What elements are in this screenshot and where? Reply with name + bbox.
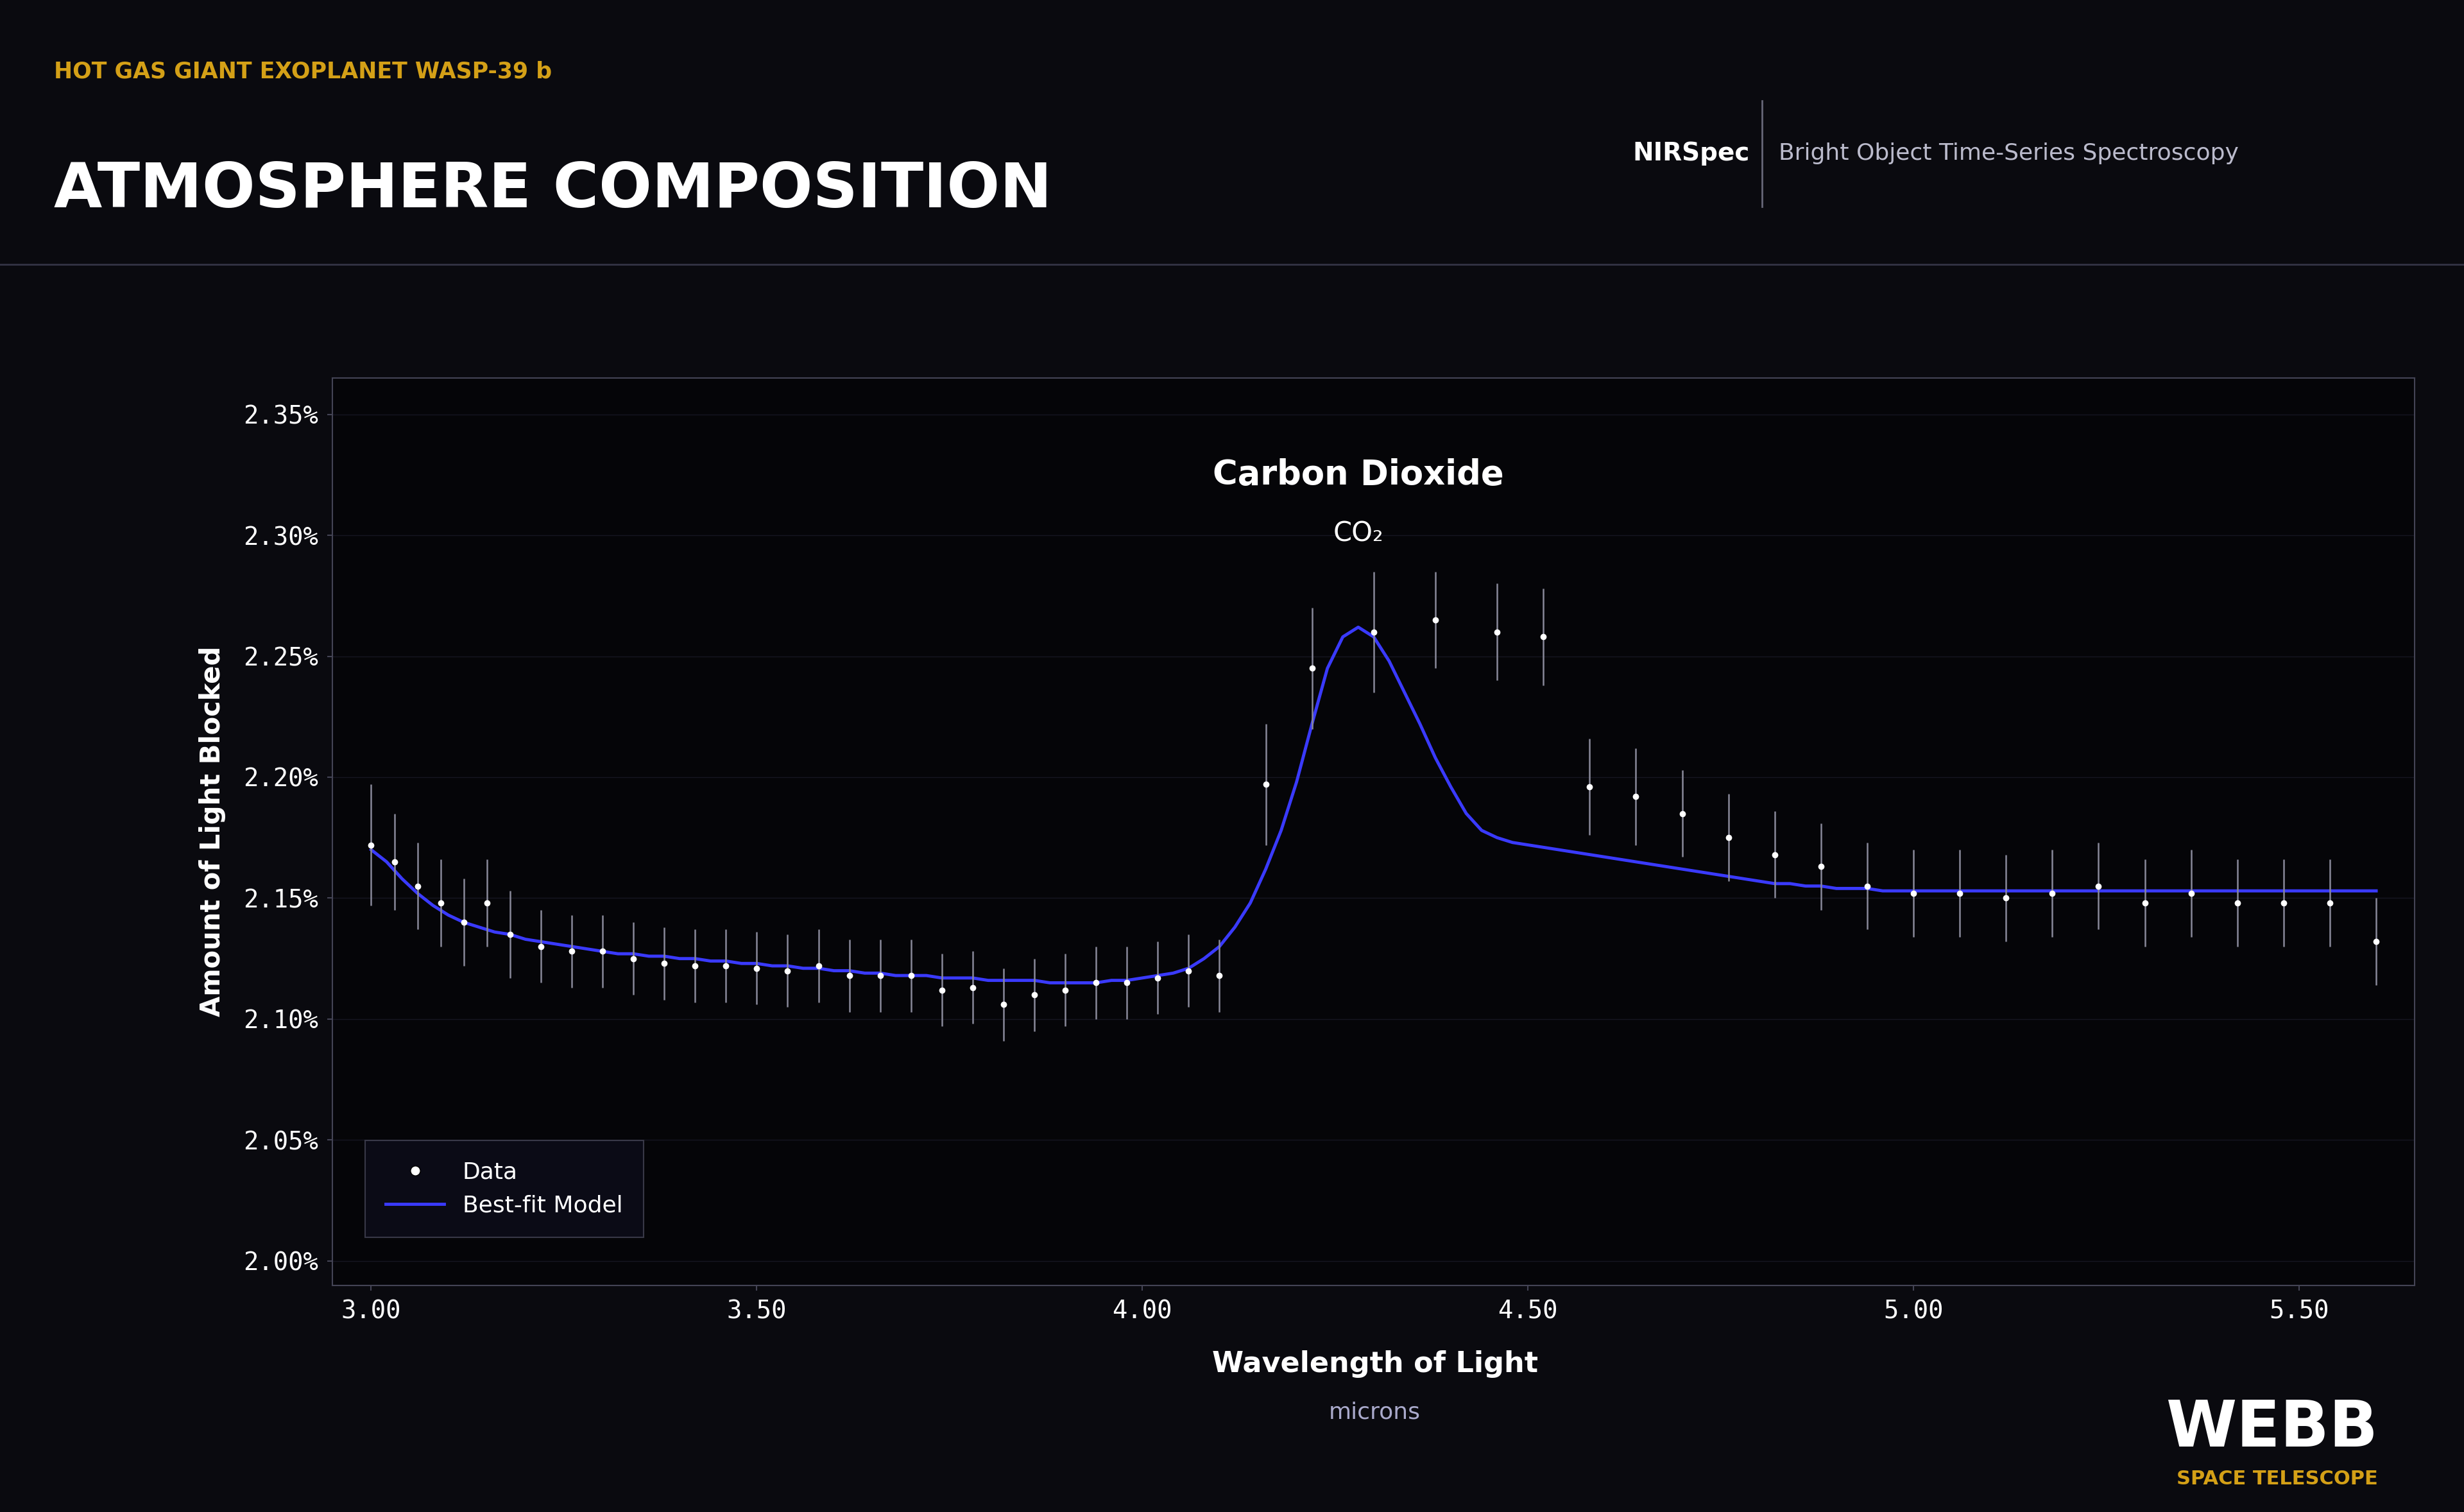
Text: Bright Object Time-Series Spectroscopy: Bright Object Time-Series Spectroscopy	[1779, 142, 2240, 165]
Text: microns: microns	[1328, 1402, 1422, 1423]
Y-axis label: Amount of Light Blocked: Amount of Light Blocked	[200, 646, 227, 1018]
Text: WEBB: WEBB	[2166, 1397, 2378, 1461]
Text: HOT GAS GIANT EXOPLANET WASP-39 b: HOT GAS GIANT EXOPLANET WASP-39 b	[54, 60, 552, 82]
Text: Wavelength of Light: Wavelength of Light	[1212, 1350, 1538, 1377]
Text: SPACE TELESCOPE: SPACE TELESCOPE	[2176, 1470, 2378, 1488]
Text: Carbon Dioxide: Carbon Dioxide	[1212, 458, 1503, 491]
Text: NIRSpec: NIRSpec	[1634, 141, 1749, 166]
Text: ATMOSPHERE COMPOSITION: ATMOSPHERE COMPOSITION	[54, 160, 1052, 221]
Text: CO₂: CO₂	[1333, 520, 1382, 547]
Legend: Data, Best-fit Model: Data, Best-fit Model	[365, 1140, 643, 1237]
